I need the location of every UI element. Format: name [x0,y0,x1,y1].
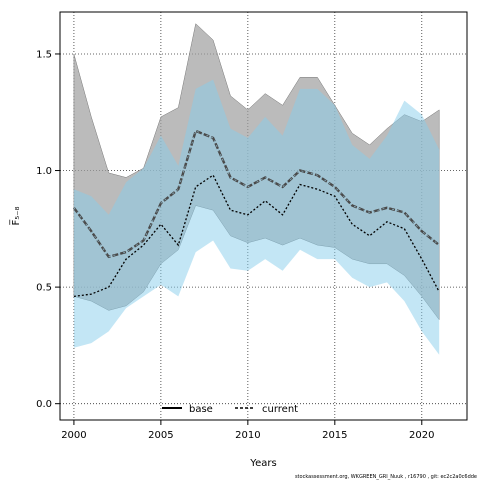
series-lines [72,129,440,298]
credit-footnote: stockassessment.org, WKGREEN_GRI_Nuuk , … [295,474,477,480]
confidence-bands [73,23,440,355]
x-tick-label-2005: 2005 [148,430,173,441]
y-tick-label-1: 0.5 [36,283,52,294]
line-current [73,174,440,298]
band-current [73,79,440,355]
legend-label-base: base [189,404,213,415]
y-tick-label-3: 1.5 [36,49,52,60]
x-tick-label-2000: 2000 [61,430,86,441]
axis-ticks: 2000 2005 2010 2015 2020 0.0 0.5 1.0 1.5 [36,49,434,441]
x-tick-label-2015: 2015 [322,430,347,441]
x-tick-label-2020: 2020 [409,430,434,441]
x-tick-label-2010: 2010 [235,430,260,441]
line-base-highlight [73,130,440,258]
y-tick-label-0: 0.0 [36,399,52,410]
legend-label-current: current [262,404,298,415]
plot-frame [59,11,468,421]
x-axis-title: Years [249,458,276,469]
legend: base current [162,404,298,415]
y-axis-title: F̅₅₋₈ [9,206,22,225]
y-tick-label-2: 1.0 [36,166,52,177]
